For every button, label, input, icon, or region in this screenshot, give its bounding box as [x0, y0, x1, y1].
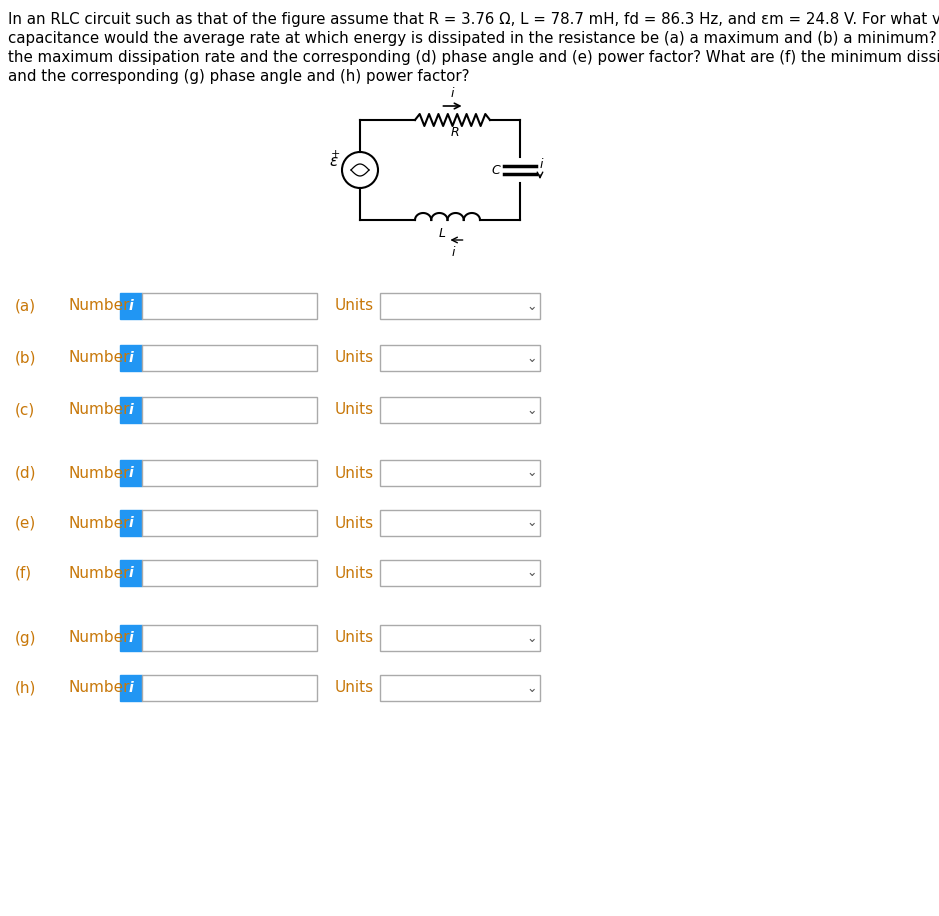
Text: ⌄: ⌄ — [527, 566, 537, 580]
Text: ⌄: ⌄ — [527, 682, 537, 694]
FancyBboxPatch shape — [142, 397, 317, 423]
Text: i: i — [540, 158, 544, 170]
Text: +: + — [331, 149, 340, 159]
Text: C: C — [491, 163, 500, 177]
Text: i: i — [452, 246, 455, 259]
FancyBboxPatch shape — [380, 510, 540, 536]
FancyBboxPatch shape — [120, 345, 142, 371]
Text: (g): (g) — [15, 630, 37, 646]
FancyBboxPatch shape — [120, 293, 142, 319]
Text: (f): (f) — [15, 565, 32, 581]
Text: i: i — [129, 566, 133, 580]
Text: Number: Number — [68, 681, 130, 695]
Text: Units: Units — [335, 681, 374, 695]
Text: i: i — [129, 403, 133, 417]
Text: Units: Units — [335, 465, 374, 481]
Text: Number: Number — [68, 465, 130, 481]
Text: ⌄: ⌄ — [527, 466, 537, 479]
Text: i: i — [451, 87, 454, 100]
Text: Units: Units — [335, 516, 374, 530]
Text: ⌄: ⌄ — [527, 517, 537, 529]
Text: Units: Units — [335, 402, 374, 418]
Text: Number: Number — [68, 565, 130, 581]
Text: Number: Number — [68, 299, 130, 313]
FancyBboxPatch shape — [142, 625, 317, 651]
FancyBboxPatch shape — [142, 560, 317, 586]
Text: ⌄: ⌄ — [527, 631, 537, 645]
FancyBboxPatch shape — [120, 397, 142, 423]
FancyBboxPatch shape — [142, 675, 317, 701]
Text: i: i — [129, 299, 133, 313]
Text: capacitance would the average rate at which energy is dissipated in the resistan: capacitance would the average rate at wh… — [8, 31, 939, 46]
FancyBboxPatch shape — [142, 293, 317, 319]
FancyBboxPatch shape — [380, 625, 540, 651]
FancyBboxPatch shape — [380, 345, 540, 371]
Text: Units: Units — [335, 299, 374, 313]
FancyBboxPatch shape — [120, 460, 142, 486]
FancyBboxPatch shape — [142, 510, 317, 536]
Text: (a): (a) — [15, 299, 36, 313]
FancyBboxPatch shape — [142, 345, 317, 371]
Text: i: i — [129, 351, 133, 365]
Text: Units: Units — [335, 630, 374, 646]
Text: Units: Units — [335, 565, 374, 581]
Text: (h): (h) — [15, 681, 37, 695]
Text: ⌄: ⌄ — [527, 300, 537, 312]
Text: R: R — [450, 126, 459, 139]
FancyBboxPatch shape — [142, 460, 317, 486]
Text: Units: Units — [335, 351, 374, 365]
Text: ε: ε — [330, 155, 338, 169]
Text: and the corresponding (g) phase angle and (h) power factor?: and the corresponding (g) phase angle an… — [8, 69, 470, 84]
Text: Number: Number — [68, 351, 130, 365]
Text: i: i — [129, 466, 133, 480]
FancyBboxPatch shape — [120, 510, 142, 536]
FancyBboxPatch shape — [380, 293, 540, 319]
Text: i: i — [129, 631, 133, 645]
Text: (c): (c) — [15, 402, 36, 418]
FancyBboxPatch shape — [380, 460, 540, 486]
FancyBboxPatch shape — [120, 560, 142, 586]
FancyBboxPatch shape — [380, 397, 540, 423]
Text: the maximum dissipation rate and the corresponding (d) phase angle and (e) power: the maximum dissipation rate and the cor… — [8, 50, 939, 65]
Text: Number: Number — [68, 402, 130, 418]
Text: In an RLC circuit such as that of the figure assume that R = 3.76 Ω, L = 78.7 mH: In an RLC circuit such as that of the fi… — [8, 12, 939, 27]
Text: Number: Number — [68, 516, 130, 530]
Text: Number: Number — [68, 630, 130, 646]
Text: (b): (b) — [15, 351, 37, 365]
Text: (d): (d) — [15, 465, 37, 481]
Text: ⌄: ⌄ — [527, 404, 537, 417]
Text: i: i — [129, 681, 133, 695]
Text: i: i — [129, 516, 133, 530]
FancyBboxPatch shape — [380, 560, 540, 586]
Text: L: L — [439, 227, 446, 240]
FancyBboxPatch shape — [380, 675, 540, 701]
Text: ⌄: ⌄ — [527, 352, 537, 365]
FancyBboxPatch shape — [120, 625, 142, 651]
Text: (e): (e) — [15, 516, 37, 530]
FancyBboxPatch shape — [120, 675, 142, 701]
